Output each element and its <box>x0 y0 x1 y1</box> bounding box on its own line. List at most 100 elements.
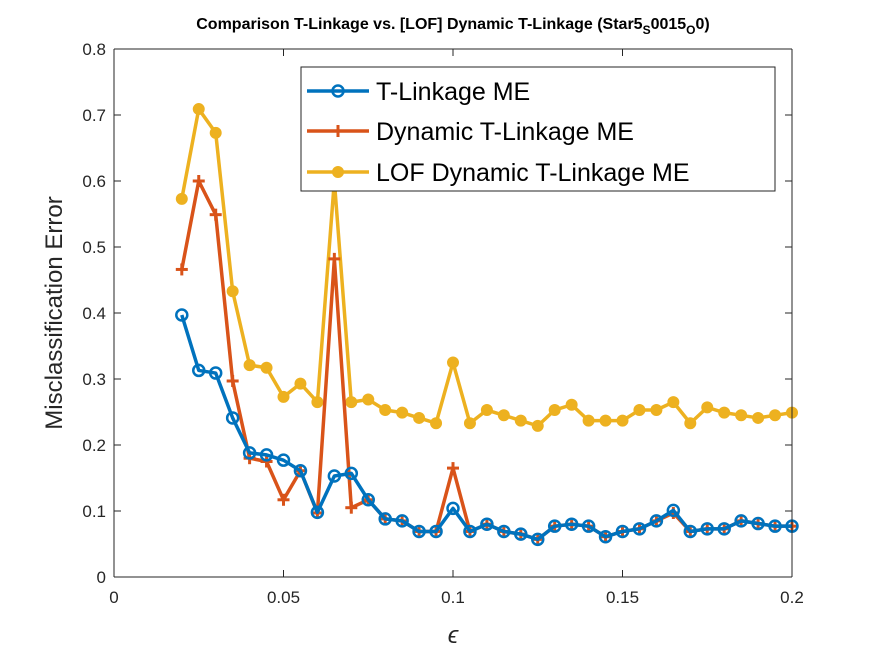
data-point <box>616 414 629 427</box>
data-point <box>209 208 222 221</box>
data-point <box>752 411 765 424</box>
data-point <box>225 411 240 425</box>
data-point <box>175 263 188 276</box>
data-point <box>684 417 697 430</box>
series-layer <box>175 103 799 547</box>
data-point <box>615 524 630 539</box>
y-tick-label: 0.2 <box>82 436 106 455</box>
data-point <box>735 409 748 422</box>
y-tick-label: 0.7 <box>82 106 106 125</box>
data-point <box>666 503 681 518</box>
data-point <box>430 417 443 430</box>
y-tick-label: 0.3 <box>82 370 106 389</box>
data-point <box>209 126 222 139</box>
data-point <box>683 524 698 539</box>
y-tick-label: 0.8 <box>82 40 106 59</box>
data-point <box>242 446 257 460</box>
data-point <box>531 532 545 547</box>
data-point <box>497 409 510 422</box>
data-point <box>192 363 206 378</box>
data-point <box>226 285 239 298</box>
data-point <box>734 514 748 528</box>
data-point <box>667 396 680 409</box>
data-point <box>311 396 324 409</box>
data-point <box>480 404 493 417</box>
legend-swatch-marker <box>331 84 345 98</box>
legend-label: LOF Dynamic T-Linkage ME <box>376 159 690 187</box>
legend: T-Linkage ME Dynamic T-Linkage ME LOF Dyna… <box>300 66 776 192</box>
data-point <box>717 522 731 536</box>
data-point <box>259 448 274 462</box>
y-tick-label: 0 <box>97 568 106 587</box>
data-point <box>633 404 646 417</box>
data-point <box>276 453 291 467</box>
data-point <box>412 524 426 539</box>
ticks: 0 0.05 0.1 0.15 0.2 0 0.1 0.2 0.3 0.4 0.5 0.6 0.7 0.8 <box>82 40 803 607</box>
data-point <box>345 396 358 409</box>
data-point <box>514 414 527 427</box>
data-point <box>768 519 782 533</box>
data-point <box>581 519 596 533</box>
legend-label: T-Linkage ME <box>376 78 530 106</box>
y-tick-label: 0.5 <box>82 238 106 257</box>
data-point <box>446 501 460 516</box>
data-point <box>429 524 443 539</box>
data-point <box>175 308 189 322</box>
data-point <box>293 463 308 478</box>
y-tick-label: 0.6 <box>82 172 106 191</box>
data-point <box>208 366 223 380</box>
data-point <box>310 505 325 520</box>
data-point <box>565 398 578 411</box>
data-point <box>598 529 613 544</box>
data-point <box>175 192 188 205</box>
chart-title-middle: 0015 <box>651 16 687 33</box>
data-point <box>531 419 544 432</box>
data-point <box>564 517 579 531</box>
data-point <box>260 361 273 374</box>
legend-label: Dynamic T-Linkage ME <box>376 118 634 146</box>
legend-box <box>300 66 776 192</box>
x-tick-label: 0.05 <box>267 588 300 607</box>
y-axis-title: Misclassification Error <box>41 196 68 429</box>
data-point <box>480 517 494 531</box>
data-point <box>718 406 731 419</box>
x-tick-label: 0 <box>109 588 118 607</box>
chart-title-subscript-1: S <box>643 23 651 37</box>
legend-swatch-marker <box>332 125 344 137</box>
data-point <box>192 175 205 187</box>
chart-title-suffix: 0) <box>696 16 710 33</box>
series-3 <box>175 103 798 432</box>
data-point <box>447 356 459 369</box>
data-point <box>294 377 307 390</box>
data-point <box>413 411 426 424</box>
y-tick-label: 0.4 <box>82 304 106 323</box>
data-point <box>328 252 341 265</box>
data-point <box>599 414 612 427</box>
data-point <box>396 406 409 419</box>
data-point <box>751 516 765 531</box>
chart-title-subscript-2: O <box>686 23 695 37</box>
legend-swatch-marker <box>332 166 344 178</box>
data-point <box>378 512 392 526</box>
data-point <box>362 393 375 406</box>
data-point <box>277 390 290 403</box>
x-axis-title: ϵ <box>448 622 459 649</box>
data-point <box>769 409 782 422</box>
data-point <box>582 414 595 427</box>
data-point <box>701 401 714 414</box>
data-point <box>345 501 358 514</box>
chart-title: Comparison T-Linkage vs. [LOF] Dynamic T… <box>196 16 710 37</box>
data-point <box>447 462 459 475</box>
data-point <box>463 417 476 430</box>
data-point <box>192 103 205 116</box>
data-point <box>344 466 359 481</box>
data-point <box>700 522 714 536</box>
data-point <box>497 524 511 539</box>
series-line <box>180 314 792 542</box>
data-point <box>243 359 256 372</box>
x-tick-label: 0.1 <box>441 588 465 607</box>
x-tick-label: 0.2 <box>780 588 804 607</box>
chart-title-prefix: Comparison T-Linkage vs. [LOF] Dynamic T… <box>196 16 642 33</box>
data-point <box>547 519 562 533</box>
